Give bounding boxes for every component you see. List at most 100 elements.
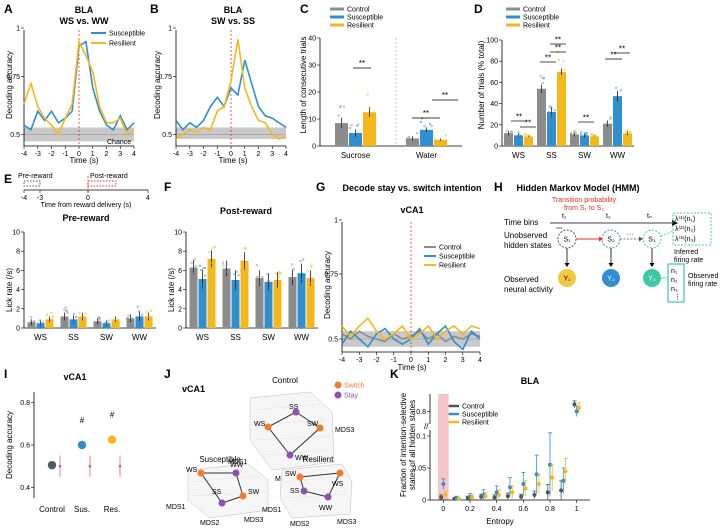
shuffle-point bbox=[58, 464, 62, 468]
data-dot bbox=[149, 316, 152, 319]
observed-y2 bbox=[602, 269, 620, 287]
panel-b-plot: -4 -3 -2 -1 0 1 2 3 4 0.5 0.75 1 bbox=[158, 26, 288, 159]
data-dot bbox=[199, 268, 203, 272]
point-resilient bbox=[496, 492, 501, 497]
data-dot bbox=[337, 123, 340, 127]
series-line-susceptible bbox=[175, 59, 287, 132]
data-dot bbox=[572, 132, 576, 135]
y-tick-label: 8 bbox=[16, 249, 20, 256]
x-tick-label: -4 bbox=[21, 151, 27, 158]
x-tick-label: -2 bbox=[373, 357, 379, 364]
y-tick-label: 0.75 bbox=[6, 74, 20, 81]
panel-e-title: Pre-reward bbox=[62, 213, 109, 223]
sig-marker: ** bbox=[525, 119, 531, 128]
data-dot bbox=[74, 315, 78, 319]
data-dot bbox=[556, 72, 560, 76]
sig-marker: ** bbox=[423, 109, 429, 118]
bar-control bbox=[189, 267, 198, 328]
category-label: SS bbox=[68, 333, 79, 342]
panel-c-legend: Control Susceptible Resilient bbox=[330, 7, 383, 30]
decoding-point-control bbox=[47, 460, 57, 470]
x-tick-label: 0.6 bbox=[518, 506, 528, 513]
y-tick-label: 4 bbox=[178, 287, 182, 294]
timeline-post-label: Post-reward bbox=[90, 173, 128, 180]
point-ss bbox=[292, 408, 300, 416]
y-tick-label: 1 bbox=[334, 218, 338, 225]
data-dot bbox=[239, 269, 243, 272]
panel-i-plot: 0.4 0.6 0.8 Control Sus. # Res. # bbox=[20, 392, 122, 514]
panel-c: C Length of consecutive trials Control S… bbox=[299, 2, 462, 160]
bar-control bbox=[222, 268, 231, 328]
data-dot bbox=[444, 140, 447, 143]
panel-k-legend: Control Susceptible Resilient bbox=[446, 404, 498, 427]
tn-label: tₙ bbox=[647, 213, 652, 220]
panel-e-letter: E bbox=[4, 172, 12, 186]
data-dot bbox=[608, 126, 611, 129]
data-dot bbox=[609, 117, 612, 120]
y-tick-label: 10 bbox=[174, 230, 182, 237]
x-tick-label: 0 bbox=[441, 506, 445, 513]
unobserved-label: Unobserved bbox=[504, 231, 547, 240]
gridline bbox=[283, 475, 349, 483]
data-dot bbox=[221, 261, 225, 264]
data-dot bbox=[419, 120, 423, 124]
point-resilient bbox=[563, 469, 568, 474]
data-dot bbox=[50, 311, 53, 315]
reward-timeline: Pre-reward Post-reward -4 -3 0 4 Time from … bbox=[18, 173, 150, 209]
panel-g-title: Decode stay vs. switch intention bbox=[342, 183, 481, 193]
point-ss-label: SS bbox=[290, 488, 300, 495]
data-dot bbox=[300, 278, 303, 281]
legend-stay-label: Stay bbox=[344, 393, 359, 400]
x-tick-label: 3 bbox=[461, 357, 465, 364]
y-tick-label: 0.1 bbox=[416, 434, 426, 441]
panel-f-title: Post-reward bbox=[220, 206, 272, 216]
observed-fr-label-2: firing rate bbox=[688, 281, 717, 288]
point-susceptible bbox=[548, 462, 552, 467]
data-dot bbox=[38, 323, 41, 326]
bar-resilient bbox=[207, 258, 216, 328]
bar-resilient bbox=[78, 316, 87, 328]
panel-i-ylabel: Decoding accuracy bbox=[5, 411, 14, 479]
data-dot bbox=[32, 320, 35, 323]
mds-resilient-title: Resilient bbox=[303, 455, 334, 464]
panel-k: K BLA Fraction of intention-selective st… bbox=[390, 367, 590, 526]
sig-marker: # bbox=[80, 416, 85, 425]
bar-control bbox=[335, 123, 348, 146]
data-dot bbox=[194, 264, 197, 268]
data-dot bbox=[49, 320, 52, 324]
point-susceptible bbox=[574, 409, 579, 414]
data-dot bbox=[615, 86, 618, 90]
data-dot bbox=[312, 285, 315, 289]
panel-f-letter: F bbox=[164, 180, 171, 194]
data-dot bbox=[438, 141, 441, 144]
x-tick-label: 0.2 bbox=[465, 506, 475, 513]
series-line-resilient bbox=[341, 316, 481, 341]
data-dot bbox=[309, 281, 313, 285]
point-sw-label: SW bbox=[248, 489, 260, 496]
data-dot bbox=[126, 317, 130, 320]
bar-susceptible bbox=[69, 319, 78, 328]
category-label: Sus. bbox=[74, 505, 90, 514]
observed-fr-label-1: Observed bbox=[688, 273, 718, 280]
y-tick-label: 6 bbox=[16, 268, 20, 275]
data-dot bbox=[136, 305, 139, 308]
data-dot bbox=[415, 139, 419, 142]
bar-susceptible bbox=[420, 129, 433, 146]
legend-susceptible-label: Susceptible bbox=[439, 254, 475, 261]
panel-b-letter: B bbox=[150, 2, 159, 16]
panel-f-ylabel: Lick rate (/s) bbox=[167, 268, 176, 312]
category-label: SW bbox=[100, 333, 113, 342]
data-dot bbox=[209, 261, 213, 264]
data-dot bbox=[294, 282, 297, 286]
data-dot bbox=[515, 136, 519, 139]
data-dot bbox=[366, 93, 369, 96]
data-dot bbox=[222, 264, 225, 267]
sig-marker: ** bbox=[545, 54, 551, 63]
panel-g-ylabel: Decoding accuracy bbox=[323, 251, 332, 319]
category-label: Control bbox=[39, 505, 65, 514]
data-dot bbox=[619, 101, 622, 104]
x-tick-label: -3 bbox=[356, 357, 362, 364]
bar-control bbox=[570, 134, 579, 146]
data-dot bbox=[130, 317, 133, 320]
data-dot bbox=[622, 133, 626, 136]
